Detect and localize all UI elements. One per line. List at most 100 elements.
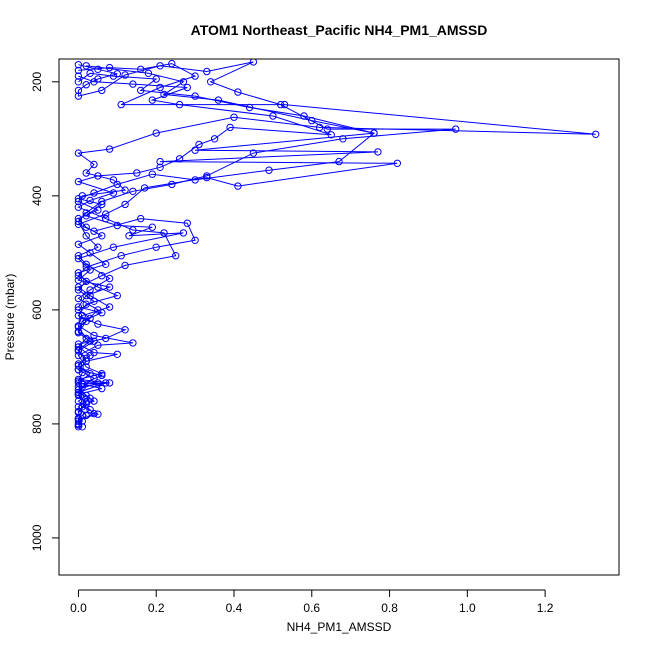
data-point: [74, 362, 83, 370]
data-point: [121, 186, 129, 194]
data-point: [74, 417, 83, 425]
data-point: [74, 276, 83, 284]
x-tick-label: 0.0: [70, 601, 87, 615]
data-point: [74, 60, 83, 69]
data-point: [98, 272, 106, 280]
data-point: [98, 232, 106, 240]
data-point: [98, 86, 106, 95]
data-point: [210, 135, 219, 143]
data-point: [86, 266, 94, 274]
data-point: [105, 145, 114, 153]
data-point: [265, 166, 273, 174]
data-point: [74, 421, 83, 429]
data-point: [74, 92, 83, 100]
data-point: [82, 62, 90, 70]
data-point: [82, 212, 90, 220]
data-point: [152, 129, 160, 137]
data-point: [105, 379, 114, 387]
data-point: [156, 83, 164, 92]
series-line-4: [76, 75, 332, 425]
data-point: [86, 370, 94, 378]
y-tick-label: 400: [30, 186, 44, 206]
data-point: [74, 214, 83, 223]
data-point: [148, 96, 157, 104]
data-point: [98, 384, 106, 393]
x-tick-label: 1.0: [459, 601, 476, 615]
data-point: [94, 410, 102, 418]
data-point: [191, 176, 199, 184]
data-point: [74, 195, 83, 203]
data-point: [226, 123, 234, 132]
data-point: [133, 169, 141, 177]
data-point: [300, 112, 308, 120]
data-point: [90, 409, 98, 418]
data-point: [121, 326, 129, 334]
data-point: [86, 286, 94, 294]
data-point: [90, 189, 98, 197]
data-point: [121, 71, 129, 79]
data-point: [148, 223, 157, 231]
data-point: [129, 226, 137, 234]
data-point: [78, 317, 87, 325]
data-point: [74, 177, 83, 186]
data-point: [74, 272, 83, 280]
data-point: [129, 80, 137, 88]
data-point: [82, 363, 90, 371]
data-point: [137, 214, 145, 223]
data-point: [98, 370, 106, 378]
data-point: [195, 140, 203, 149]
data-point: [74, 322, 83, 330]
data-point: [249, 149, 258, 157]
data-point: [78, 311, 87, 320]
data-point: [230, 113, 238, 121]
data-point: [94, 243, 102, 251]
data-point: [74, 86, 83, 95]
y-tick-label: 600: [30, 300, 44, 320]
data-point: [82, 300, 90, 308]
data-point: [74, 294, 83, 303]
data-point: [113, 180, 122, 189]
data-point: [234, 182, 242, 190]
data-point: [137, 86, 145, 95]
data-point: [152, 243, 160, 251]
data-point: [156, 157, 164, 166]
data-point: [74, 379, 83, 387]
data-point: [86, 314, 94, 323]
data-point: [172, 252, 180, 260]
data-layer: [74, 59, 600, 431]
data-point: [94, 283, 102, 291]
data-point: [327, 131, 335, 139]
data-point: [74, 327, 83, 336]
data-point: [82, 398, 90, 406]
data-point: [98, 200, 106, 209]
data-point: [117, 100, 125, 109]
data-point: [156, 62, 164, 70]
data-point: [82, 169, 90, 177]
data-point: [105, 63, 114, 72]
series-line-1: [77, 61, 456, 428]
data-point: [280, 100, 289, 109]
data-point: [94, 172, 102, 180]
data-point: [183, 83, 192, 92]
data-point: [90, 160, 98, 169]
data-point: [82, 232, 90, 240]
data-point: [82, 223, 90, 231]
data-point: [94, 320, 102, 328]
data-point: [82, 354, 90, 362]
data-point: [323, 125, 331, 133]
data-point: [74, 149, 83, 157]
data-point: [90, 78, 98, 86]
data-point: [113, 221, 122, 230]
data-point: [129, 187, 137, 196]
data-point: [203, 67, 211, 76]
data-point: [90, 397, 98, 405]
data-point: [109, 176, 118, 184]
data-point: [117, 252, 125, 260]
data-point: [74, 240, 83, 249]
data-point: [82, 81, 90, 89]
data-point: [452, 125, 460, 133]
y-tick-label: 800: [30, 414, 44, 434]
data-point: [105, 283, 114, 291]
data-point: [86, 69, 94, 78]
